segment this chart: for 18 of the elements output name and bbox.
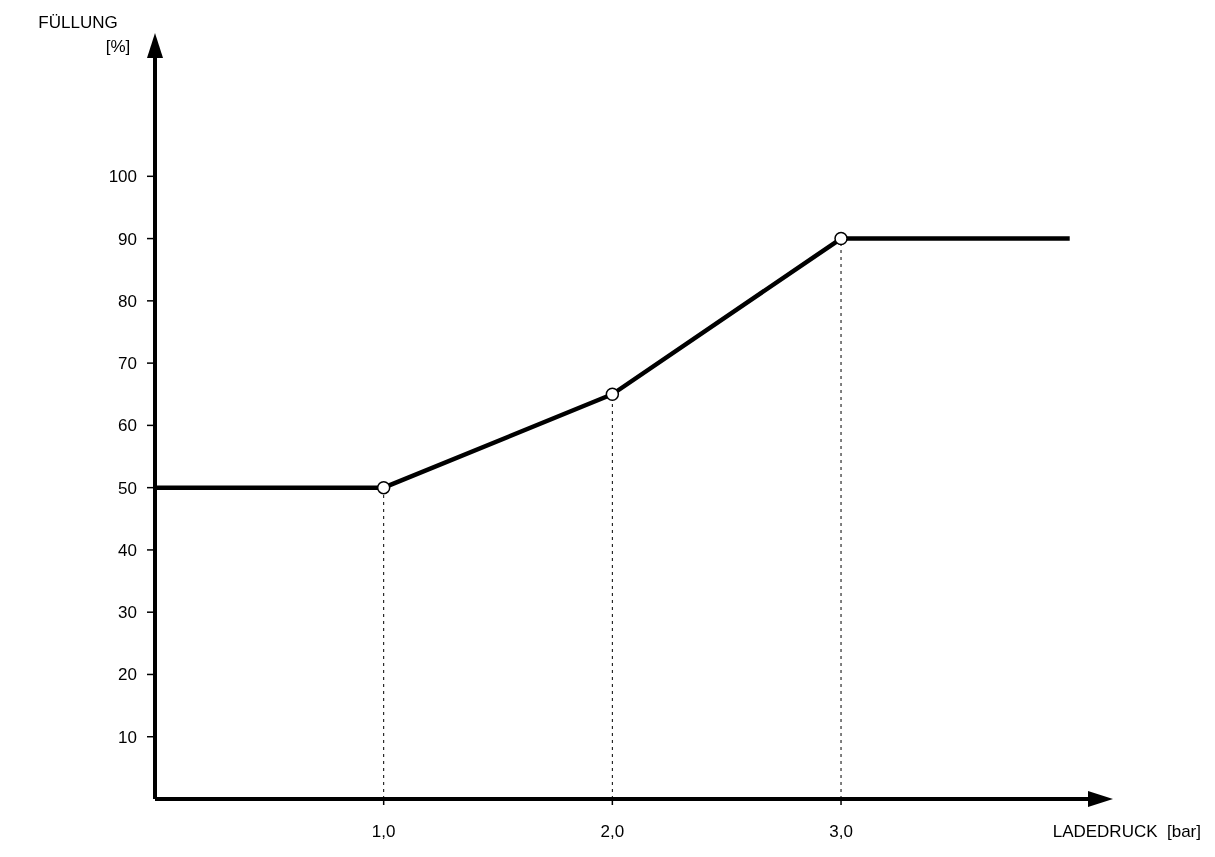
y-tick-label: 100 xyxy=(108,167,137,187)
y-tick-label: 70 xyxy=(118,354,137,374)
point xyxy=(605,387,620,401)
y-tick-label: 40 xyxy=(118,540,137,560)
y-tick-label: 10 xyxy=(118,727,137,747)
x-tick-label: 2,0 xyxy=(600,822,625,841)
y-tick-label: 20 xyxy=(118,665,137,685)
y-tick-label: 80 xyxy=(118,291,137,311)
x-tick-label: 3,0 xyxy=(829,822,853,841)
y-tick-label: 90 xyxy=(118,229,137,249)
y-tick-label: 50 xyxy=(118,478,137,498)
point xyxy=(834,231,848,246)
y-tick-label: 30 xyxy=(118,603,137,623)
x-axis-title: LADEDRUCK [bar] xyxy=(1052,822,1201,841)
y-tick-label: 60 xyxy=(118,416,137,436)
x-tick-label: 1,0 xyxy=(371,822,396,841)
y-axis-title: FÜLLUNG [%] xyxy=(38,13,131,56)
point xyxy=(376,480,391,495)
